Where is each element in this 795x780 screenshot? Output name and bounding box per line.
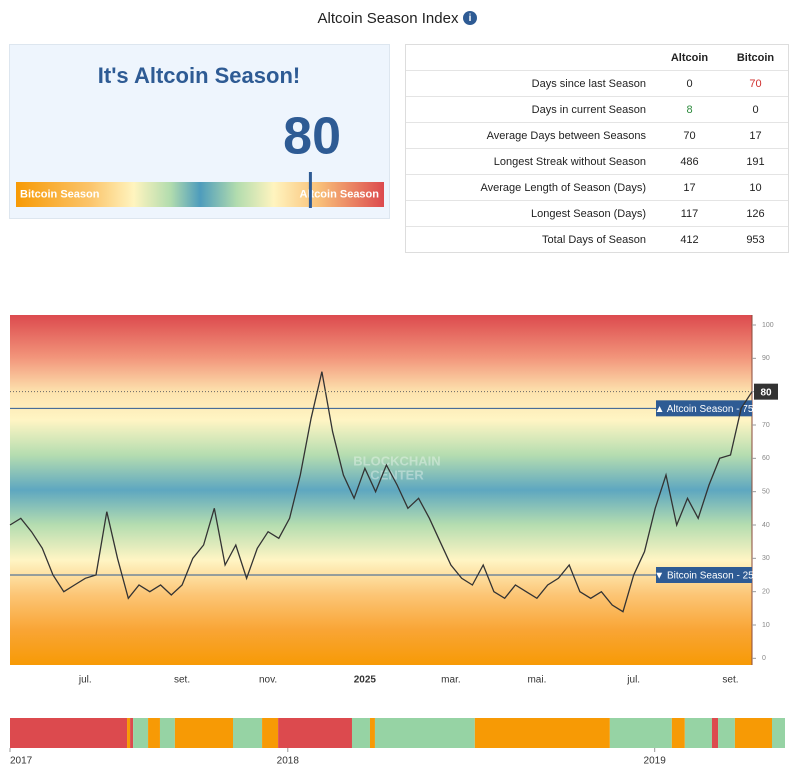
x-tick-label: jul.	[626, 675, 640, 686]
cell: 70	[683, 129, 696, 142]
season-segment	[374, 718, 475, 748]
y-tick-label: 10	[762, 622, 770, 629]
y-tick-label: 50	[762, 489, 770, 496]
y-tick-label: 40	[762, 522, 770, 529]
x-tick-label: set.	[722, 675, 738, 686]
x-tick-label: 2025	[354, 675, 377, 686]
season-segment	[174, 718, 234, 748]
y-tick-label: 100	[762, 322, 774, 329]
table-row: Longest Streak without Season 486 191	[406, 148, 788, 174]
cell: 10	[749, 181, 762, 194]
threshold-label: ▼ Bitcoin Season - 25	[654, 571, 754, 582]
gauge-left-label: Bitcoin Season	[20, 188, 100, 200]
threshold-label: ▲ Altcoin Season - 75	[655, 404, 754, 415]
row-label: Longest Streak without Season	[493, 155, 646, 168]
season-segment	[474, 718, 610, 748]
season-segment	[278, 718, 352, 748]
cell: 17	[683, 181, 696, 194]
y-tick-label: 60	[762, 455, 770, 462]
threshold-badge	[656, 567, 752, 583]
row-label: Days in current Season	[531, 103, 646, 116]
column-header: Bitcoin	[736, 51, 775, 64]
row-label: Total Days of Season	[542, 233, 646, 246]
cell: 486	[680, 155, 699, 168]
gauge-heading: It's Altcoin Season!	[98, 63, 300, 88]
cell: 126	[746, 207, 765, 220]
timeline-tick-label: 2018	[277, 756, 300, 767]
row-label: Days since last Season	[531, 77, 646, 90]
table-row: Days since last Season 0 70	[406, 70, 788, 96]
season-segment	[351, 718, 370, 748]
season-segment	[130, 718, 134, 748]
watermark: CENTER	[370, 467, 424, 482]
season-segment	[609, 718, 672, 748]
gauge-right-label: Altcoin Season	[300, 188, 380, 200]
gauge-bar	[16, 182, 384, 207]
current-value: 80	[760, 387, 772, 398]
info-icon[interactable]	[463, 11, 477, 25]
season-segment	[133, 718, 149, 748]
y-tick-label: 20	[762, 589, 770, 596]
timeline-tick-label: 2019	[644, 756, 667, 767]
index-line	[9, 371, 753, 613]
table-row: Total Days of Season 412 953	[406, 226, 788, 252]
season-segment	[718, 718, 735, 748]
season-segment	[711, 718, 719, 748]
season-segment	[671, 718, 685, 748]
cell: 953	[746, 233, 765, 246]
cell: 0	[686, 77, 693, 90]
x-tick-label: set.	[174, 675, 190, 686]
cell: 17	[749, 129, 762, 142]
season-segment	[148, 718, 160, 748]
row-label: Longest Season (Days)	[531, 207, 646, 220]
y-tick-label: 70	[762, 422, 770, 429]
stats-table: Altcoin Bitcoin Days since last Season 0 70 D…	[405, 44, 789, 253]
season-segment	[10, 718, 128, 748]
season-segment	[684, 718, 712, 748]
x-tick-label: mar.	[441, 675, 460, 686]
y-tick-label: 0	[762, 655, 766, 662]
season-segment	[369, 718, 375, 748]
table-row: Days in current Season 8 0	[406, 96, 788, 122]
info-icon-text: i	[469, 13, 472, 24]
current-badge	[754, 383, 778, 400]
column-header: Altcoin	[670, 51, 709, 64]
row-label: Average Length of Season (Days)	[480, 181, 646, 194]
table-row: Average Length of Season (Days) 17 10	[406, 174, 788, 200]
threshold-badge	[656, 400, 752, 417]
season-segment	[262, 718, 279, 748]
cell: 117	[680, 207, 699, 220]
x-tick-label: nov.	[259, 675, 277, 686]
table-header: Altcoin Bitcoin	[406, 45, 788, 70]
y-tick-label: 30	[762, 555, 770, 562]
x-tick-label: mai.	[527, 675, 546, 686]
season-segment	[734, 718, 772, 748]
cell: 0	[752, 103, 759, 116]
watermark: BLOCKCHAIN	[353, 453, 440, 468]
timeline-tick-label: 2017	[10, 756, 33, 767]
cell: 412	[680, 233, 699, 246]
cell: 191	[746, 155, 765, 168]
page-title: Altcoin Season Index	[318, 10, 459, 27]
cell: 8	[686, 103, 693, 116]
season-segment	[233, 718, 263, 748]
x-tick-label: jul.	[78, 675, 92, 686]
table-row: Longest Season (Days) 117 126	[406, 200, 788, 226]
row-label: Average Days between Seasons	[486, 129, 646, 142]
y-tick-label: 90	[762, 355, 770, 362]
season-segment	[771, 718, 785, 748]
table-row: Average Days between Seasons 70 17	[406, 122, 788, 148]
cell: 70	[749, 77, 762, 90]
gauge-value: 80	[283, 108, 341, 166]
season-segment	[159, 718, 175, 748]
season-segment	[127, 718, 131, 748]
plot-background	[10, 315, 752, 665]
